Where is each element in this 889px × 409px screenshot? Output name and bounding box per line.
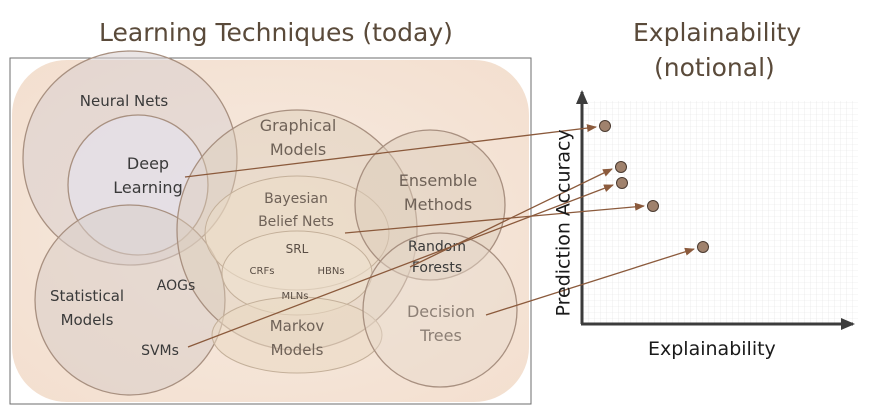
point-decision-trees bbox=[697, 241, 709, 253]
statistical-models-circle bbox=[34, 204, 226, 396]
deep-learning-label-line1: Deep bbox=[127, 154, 169, 173]
aogs-label: AOGs bbox=[157, 278, 196, 294]
point-svms bbox=[616, 177, 628, 189]
markov-models-label-line1: Markov bbox=[270, 317, 325, 335]
markov-models-label-line2: Models bbox=[271, 341, 324, 359]
deep-learning-label-line2: Learning bbox=[113, 178, 182, 197]
crfs-label: CRFs bbox=[250, 266, 275, 277]
point-bayesian-belief-nets bbox=[647, 200, 659, 212]
statistical-models-label-line1: Statistical bbox=[50, 287, 124, 305]
bayesian-belief-nets-label-line2: Belief Nets bbox=[258, 214, 334, 230]
decision-trees-label-line2: Trees bbox=[419, 326, 462, 345]
arrow-decision-trees bbox=[485, 247, 695, 316]
point-deep-learning bbox=[599, 120, 611, 132]
hbns-label: HBNs bbox=[317, 266, 344, 277]
ensemble-methods-circle bbox=[354, 129, 506, 281]
explainability-title-line1: Explainability bbox=[633, 18, 802, 47]
ensemble-methods-label-line1: Ensemble bbox=[399, 171, 477, 190]
techniques-panel: Neural Nets Deep Learning Graphical Mode… bbox=[9, 50, 532, 405]
graphical-models-label-line2: Models bbox=[270, 140, 326, 159]
svms-label: SVMs bbox=[141, 343, 179, 359]
ensemble-methods-label-line2: Methods bbox=[404, 195, 472, 214]
decision-trees-circle bbox=[362, 232, 518, 388]
neural-nets-label: Neural Nets bbox=[80, 92, 169, 110]
arrow-bayesian-belief-nets bbox=[344, 202, 645, 234]
decision-trees-label-line1: Decision bbox=[407, 302, 475, 321]
explainability-plot bbox=[576, 90, 858, 330]
mlns-label: MLNs bbox=[282, 291, 309, 302]
plot-grid bbox=[583, 101, 858, 323]
graphical-models-label-line1: Graphical bbox=[260, 116, 337, 135]
point-graphical-models bbox=[615, 161, 627, 173]
markov-models-ellipse bbox=[211, 296, 383, 374]
y-axis-label: Prediction Accuracy bbox=[552, 129, 575, 317]
random-forests-label-line1: Random bbox=[408, 239, 466, 255]
techniques-title: Learning Techniques (today) bbox=[99, 18, 453, 47]
mapping-arrows bbox=[184, 124, 695, 348]
srl-label: SRL bbox=[286, 242, 309, 256]
random-forests-label-line2: Forests bbox=[412, 260, 462, 276]
bayesian-belief-nets-label-line1: Bayesian bbox=[264, 191, 328, 207]
explainability-title-line2: (notional) bbox=[654, 53, 775, 82]
statistical-models-label-line2: Models bbox=[61, 311, 114, 329]
x-axis-label: Explainability bbox=[648, 338, 776, 360]
arrow-svms bbox=[187, 184, 614, 348]
arrow-deep-learning bbox=[184, 124, 597, 178]
